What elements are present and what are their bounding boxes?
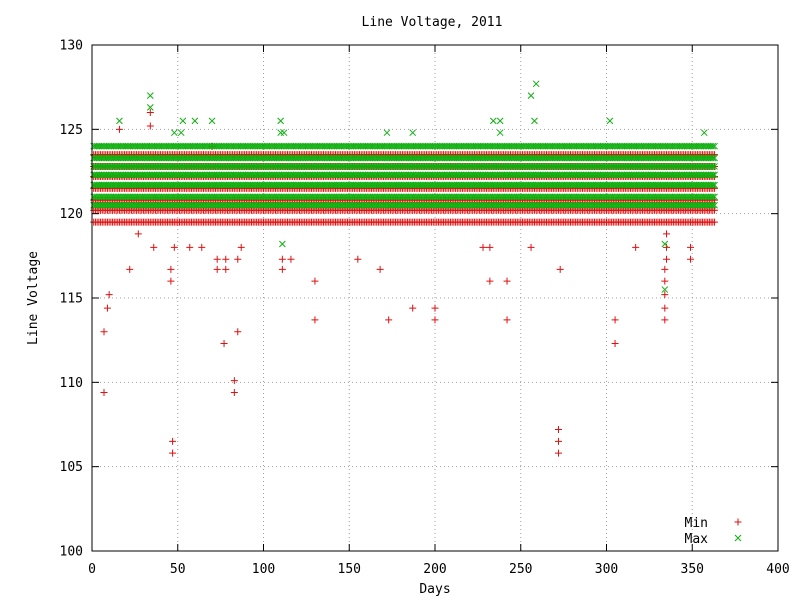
data-point-min — [711, 206, 719, 214]
data-points — [90, 80, 719, 457]
grid — [92, 45, 778, 551]
data-point-min — [711, 218, 719, 226]
